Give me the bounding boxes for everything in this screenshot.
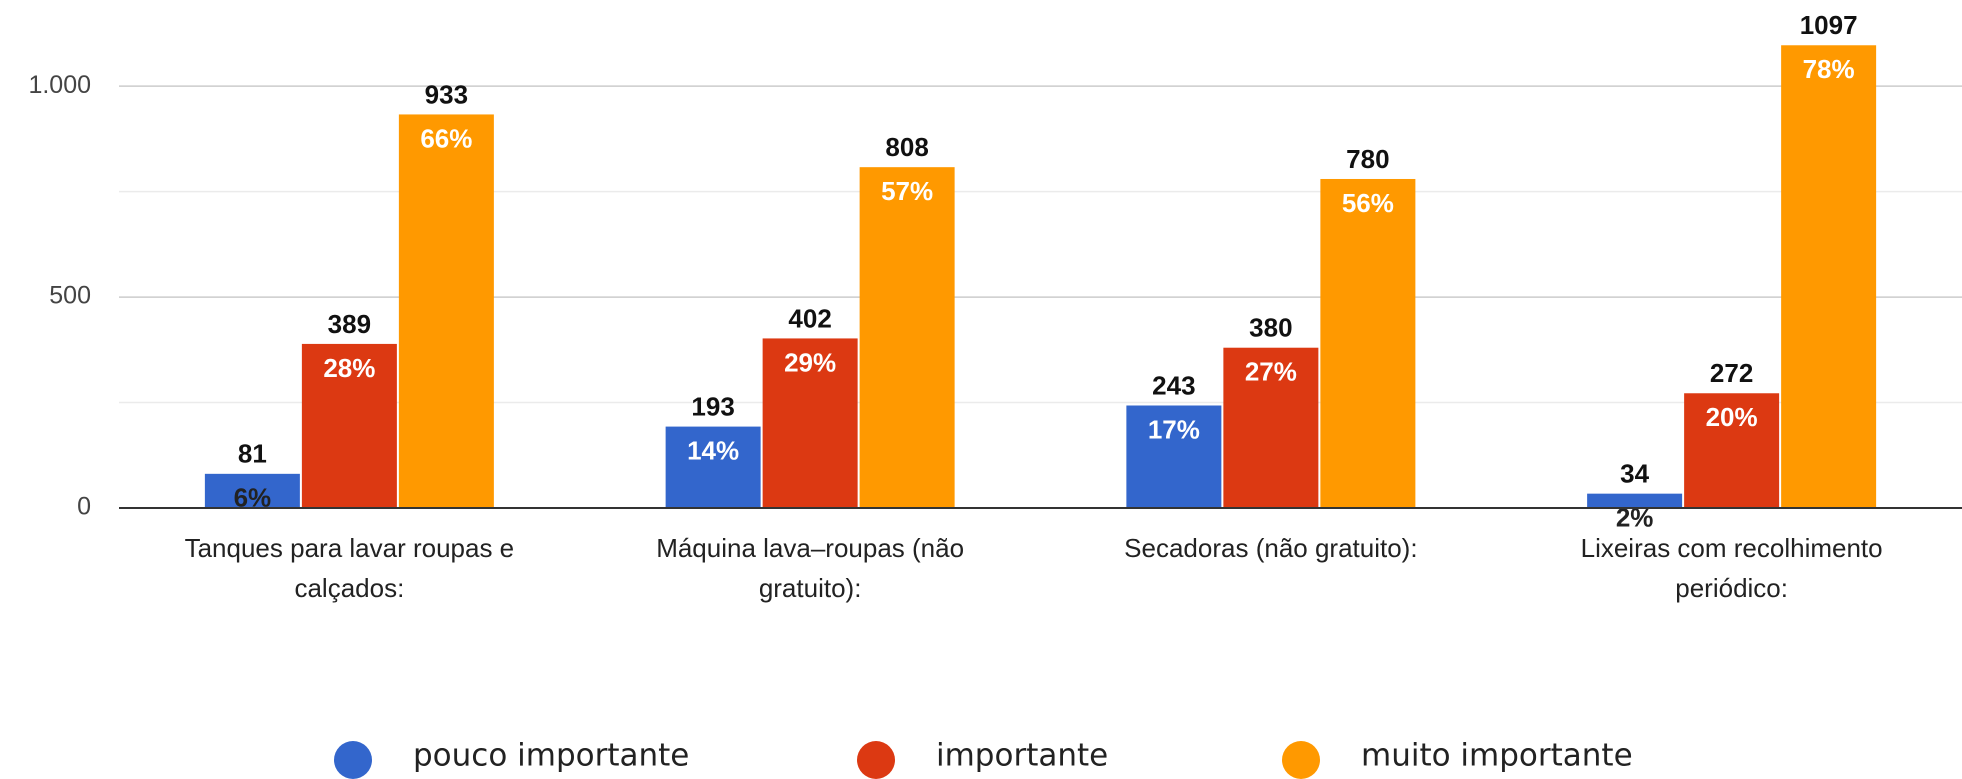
value-label: 193 [691, 391, 734, 421]
y-tick-label: 1.000 [28, 71, 91, 99]
value-label: 380 [1249, 313, 1292, 343]
bar [762, 338, 858, 508]
bar [398, 114, 494, 508]
percent-label: 56% [1342, 188, 1394, 218]
x-tick-label: Máquina lava–roupas (não gratuito): [656, 533, 965, 603]
value-label: 243 [1152, 370, 1195, 400]
y-tick-label: 0 [77, 493, 91, 521]
percent-label: 17% [1148, 414, 1200, 444]
value-label: 1097 [1800, 10, 1858, 40]
value-label: 402 [788, 303, 831, 333]
percent-label: 78% [1803, 54, 1855, 84]
value-label: 34 [1620, 459, 1649, 489]
legend-marker [857, 741, 895, 779]
percent-label: 20% [1706, 402, 1758, 432]
bar [1684, 393, 1780, 508]
bar [665, 426, 761, 508]
bar [1587, 493, 1683, 508]
percent-label: 14% [687, 435, 739, 465]
bar [859, 167, 955, 509]
percent-label: 29% [784, 347, 836, 377]
legend-label: muito importante [1361, 738, 1633, 774]
percent-label: 66% [420, 123, 472, 153]
legend-label: pouco importante [413, 738, 689, 774]
bar [1320, 178, 1416, 508]
x-tick-label: Lixeiras com recolhimento periódico: [1580, 533, 1883, 603]
legend-label: importante [936, 738, 1108, 774]
value-label: 780 [1346, 144, 1389, 174]
percent-label: 27% [1245, 357, 1297, 387]
bar [204, 473, 300, 508]
x-tick-label: Tanques para lavar roupas e calçados: [184, 533, 515, 603]
value-label: 808 [885, 132, 928, 162]
value-label: 272 [1710, 358, 1753, 388]
percent-label: 57% [881, 176, 933, 206]
bar [1126, 405, 1222, 508]
percent-label: 28% [323, 353, 375, 383]
bar [301, 343, 397, 508]
legend-marker [1282, 741, 1320, 779]
bar [1781, 45, 1877, 509]
value-label: 389 [328, 309, 371, 339]
value-label: 81 [238, 439, 267, 469]
bar [1223, 347, 1319, 508]
x-tick-label: Secadoras (não gratuito): [1124, 533, 1418, 563]
legend-marker [334, 741, 372, 779]
value-label: 933 [425, 79, 468, 109]
y-tick-label: 500 [49, 282, 91, 310]
